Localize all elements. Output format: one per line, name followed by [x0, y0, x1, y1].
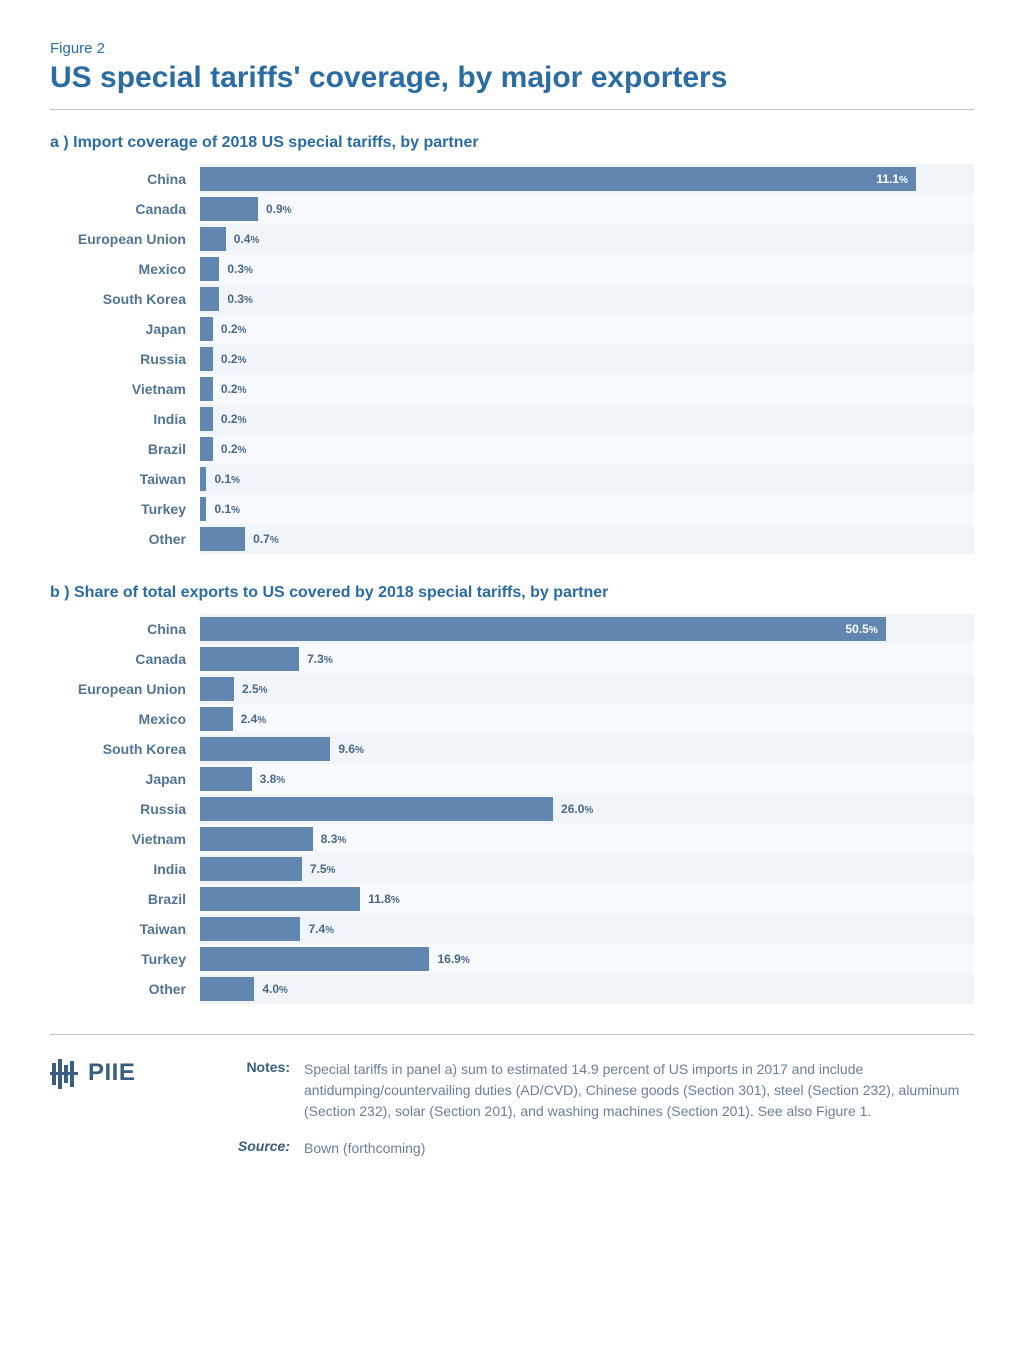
- panel-b-bar: 7.4%: [200, 917, 300, 941]
- panel-a-bar: 0.4%: [200, 227, 226, 251]
- panel-b-value: 8.3%: [313, 832, 347, 846]
- notes-text: Special tariffs in panel a) sum to estim…: [304, 1059, 974, 1122]
- panel-b-value: 16.9%: [429, 952, 469, 966]
- panel-b-bar: 9.6%: [200, 737, 330, 761]
- panel-a-chart: China Canada European Union Mexico South Kor…: [50, 164, 974, 554]
- panel-a-label: India: [50, 411, 200, 427]
- panel-b-bar: 50.5%: [200, 617, 886, 641]
- panel-a-bar: 0.1%: [200, 467, 206, 491]
- panel-a-value: 11.1%: [876, 172, 908, 186]
- panel-a-bar: 0.2%: [200, 377, 213, 401]
- panel-a-label: China: [50, 171, 200, 187]
- panel-b-label: Other: [50, 981, 200, 997]
- panel-a-bar: 0.1%: [200, 497, 206, 521]
- panel-a-label: Vietnam: [50, 381, 200, 397]
- title-rule: [50, 109, 974, 110]
- piie-logo-text: PIIE: [88, 1059, 135, 1087]
- panel-a-label: Mexico: [50, 261, 200, 277]
- panel-b-value: 7.4%: [300, 922, 334, 936]
- piie-logo: PIIE: [50, 1059, 200, 1175]
- source-text: Bown (forthcoming): [304, 1138, 425, 1159]
- panel-a-bar: 0.7%: [200, 527, 245, 551]
- panel-a-value: 0.2%: [213, 322, 247, 336]
- panel-a-value: 0.3%: [219, 292, 253, 306]
- panel-a-value: 0.2%: [213, 382, 247, 396]
- panel-a-value: 0.7%: [245, 532, 279, 546]
- panel-b-value: 2.5%: [234, 682, 268, 696]
- panel-a-label: Taiwan: [50, 471, 200, 487]
- panel-a-value: 0.1%: [206, 472, 240, 486]
- panel-b-title: b ) Share of total exports to US covered…: [50, 584, 974, 602]
- panel-b-label: Taiwan: [50, 921, 200, 937]
- panel-b-value: 11.8%: [360, 892, 400, 906]
- panel-a-bar: 0.2%: [200, 407, 213, 431]
- panel-a-bar: 0.3%: [200, 257, 219, 281]
- panel-b-label: Japan: [50, 771, 200, 787]
- panel-b-bar: 11.8%: [200, 887, 360, 911]
- panel-b-bar: 7.5%: [200, 857, 302, 881]
- panel-b-bar: 26.0%: [200, 797, 553, 821]
- panel-b-value: 3.8%: [252, 772, 286, 786]
- panel-a-value: 0.9%: [258, 202, 292, 216]
- panel-b-value: 26.0%: [553, 802, 593, 816]
- panel-a-label: Japan: [50, 321, 200, 337]
- panel-a-bar: 0.2%: [200, 437, 213, 461]
- footer-rule: [50, 1034, 974, 1035]
- panel-a-bar: 0.3%: [200, 287, 219, 311]
- panel-a-value: 0.1%: [206, 502, 240, 516]
- panel-a-label: South Korea: [50, 291, 200, 307]
- panel-a-bar: 0.2%: [200, 317, 213, 341]
- panel-b-value: 7.3%: [299, 652, 333, 666]
- panel-b-bar: 7.3%: [200, 647, 299, 671]
- panel-a-value: 0.2%: [213, 352, 247, 366]
- panel-a-value: 0.2%: [213, 412, 247, 426]
- panel-b-value: 2.4%: [233, 712, 267, 726]
- notes-label: Notes:: [230, 1059, 290, 1122]
- panel-a-label: Canada: [50, 201, 200, 217]
- panel-b-bar: 4.0%: [200, 977, 254, 1001]
- panel-b-value: 4.0%: [254, 982, 288, 996]
- panel-a-label: European Union: [50, 231, 200, 247]
- panel-b-bar: 2.4%: [200, 707, 233, 731]
- panel-a-bar: 11.1%: [200, 167, 916, 191]
- panel-b-value: 9.6%: [330, 742, 364, 756]
- panel-b-label: Turkey: [50, 951, 200, 967]
- panel-b-value: 7.5%: [302, 862, 336, 876]
- panel-b-label: India: [50, 861, 200, 877]
- panel-b-bar: 2.5%: [200, 677, 234, 701]
- panel-b-bar: 8.3%: [200, 827, 313, 851]
- panel-a-bar: 0.9%: [200, 197, 258, 221]
- panel-b-label: Brazil: [50, 891, 200, 907]
- panel-a-label: Turkey: [50, 501, 200, 517]
- panel-b-label: Canada: [50, 651, 200, 667]
- source-label: Source:: [230, 1138, 290, 1159]
- piie-logo-icon: [50, 1059, 80, 1089]
- panel-b-value: 50.5%: [845, 622, 877, 636]
- panel-a-bar: 0.2%: [200, 347, 213, 371]
- figure-label: Figure 2: [50, 40, 974, 57]
- panel-b-label: South Korea: [50, 741, 200, 757]
- panel-b-label: Mexico: [50, 711, 200, 727]
- panel-b-bar: 3.8%: [200, 767, 252, 791]
- panel-b-label: Russia: [50, 801, 200, 817]
- panel-b-label: European Union: [50, 681, 200, 697]
- figure-title: US special tariffs' coverage, by major e…: [50, 61, 974, 95]
- panel-a-label: Brazil: [50, 441, 200, 457]
- panel-b-chart: China Canada European Union Mexico South Kor…: [50, 614, 974, 1004]
- panel-a-label: Other: [50, 531, 200, 547]
- panel-b-label: Vietnam: [50, 831, 200, 847]
- panel-a-value: 0.4%: [226, 232, 260, 246]
- panel-a-title: a ) Import coverage of 2018 US special t…: [50, 134, 974, 152]
- footer: PIIE Notes: Special tariffs in panel a) …: [50, 1059, 974, 1175]
- panel-a-value: 0.2%: [213, 442, 247, 456]
- panel-b-label: China: [50, 621, 200, 637]
- panel-a-value: 0.3%: [219, 262, 253, 276]
- panel-a-label: Russia: [50, 351, 200, 367]
- panel-b-bar: 16.9%: [200, 947, 429, 971]
